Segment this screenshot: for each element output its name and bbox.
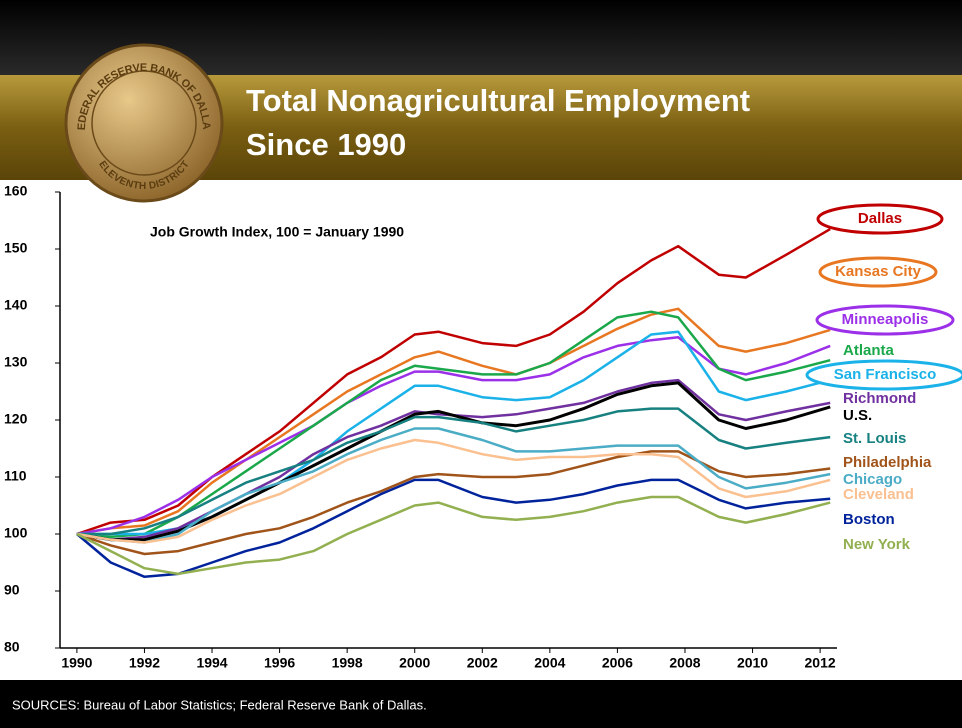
footer-bar (0, 680, 962, 728)
series-line (76, 310, 831, 539)
legend-label: St. Louis (843, 430, 906, 447)
x-tick-label: 1998 (332, 655, 363, 671)
label-circle (815, 304, 955, 336)
y-tick-label: 90 (4, 582, 20, 598)
chart-title: Since 1990 (246, 127, 406, 162)
series-line (76, 228, 831, 536)
legend-label: New York (843, 536, 911, 553)
legend-label: Minneapolis (842, 311, 929, 328)
label-circle (816, 203, 944, 235)
x-tick-label: 2006 (602, 655, 633, 671)
series-line (76, 378, 831, 541)
x-tick-label: 2012 (805, 655, 836, 671)
legend-label: San Francisco (834, 366, 937, 383)
x-tick-label: 2000 (399, 655, 430, 671)
series-line (76, 381, 831, 542)
legend-label: Cleveland (843, 486, 914, 503)
y-tick-label: 160 (4, 183, 28, 199)
x-tick-label: 1992 (129, 655, 160, 671)
chart-area (0, 180, 962, 680)
legend-label: U.S. (843, 407, 872, 424)
legend-label: Kansas City (835, 263, 922, 280)
series-line (76, 478, 831, 579)
y-tick-label: 110 (4, 468, 27, 484)
chart-subtitle: Job Growth Index, 100 = January 1990 (150, 224, 404, 240)
legend-label: Boston (843, 511, 895, 528)
series-line (76, 438, 831, 544)
y-tick-label: 130 (4, 354, 28, 370)
x-tick-label: 1990 (61, 655, 92, 671)
y-tick-label: 100 (4, 525, 28, 541)
plot: 80 90 100 110 120 130 140 150 160 1990 1992 1994 199… (4, 183, 962, 671)
x-tick-label: 2010 (737, 655, 768, 671)
series-line (76, 450, 831, 556)
legend-label: Chicago (843, 471, 902, 488)
x-tick-label: 1994 (196, 655, 227, 671)
legend-label: Atlanta (843, 342, 894, 359)
x-tick-label: 2004 (534, 655, 565, 671)
x-tick-label: 1996 (264, 655, 295, 671)
legend-label: Dallas (858, 210, 902, 227)
series-line (76, 495, 831, 576)
legend-label: Philadelphia (843, 454, 932, 471)
seal (64, 43, 224, 203)
seal-ring (91, 70, 197, 176)
chart-title: Total Nonagricultural Employment (246, 83, 750, 118)
x-tick-label: 2002 (467, 655, 498, 671)
y-tick-label: 150 (4, 240, 28, 256)
series-line (76, 407, 831, 536)
x-tick-label: 2008 (669, 655, 700, 671)
series-line (76, 336, 831, 536)
y-tick-label: 120 (4, 411, 28, 427)
y-tick-label: 80 (4, 639, 20, 655)
legend-label: Richmond (843, 390, 916, 407)
y-tick-label: 140 (4, 297, 28, 313)
series-line (76, 427, 831, 544)
label-circle (818, 256, 938, 288)
source-note: SOURCES: Bureau of Labor Statistics; Fed… (12, 697, 427, 712)
label-circle (805, 359, 962, 391)
series-line (76, 307, 831, 536)
